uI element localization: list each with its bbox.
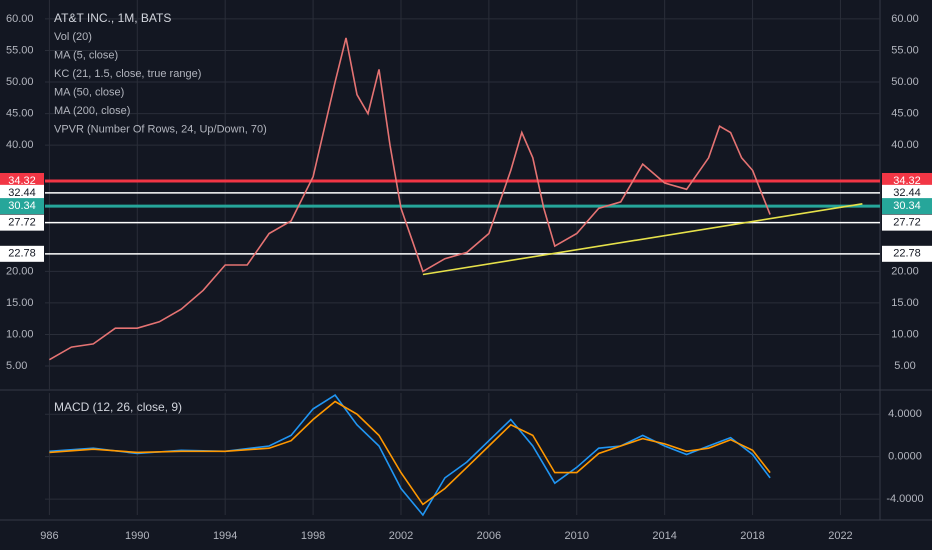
level-label: 34.32: [8, 175, 36, 187]
level-label-box: [882, 214, 932, 231]
x-tick-label: 1994: [213, 530, 237, 542]
x-tick-label: 1998: [301, 530, 325, 542]
level-label: 32.44: [8, 187, 36, 199]
level-label-box: [0, 245, 44, 262]
level-label: 30.34: [893, 200, 921, 212]
y-tick-label: 40.00: [891, 139, 919, 151]
level-label-box: [0, 198, 44, 215]
level-label: 32.44: [893, 187, 921, 199]
x-tick-label: 986: [40, 530, 58, 542]
level-label: 22.78: [893, 248, 921, 260]
y-tick-label-left: 60.00: [6, 13, 34, 25]
indicator-legend: VPVR (Number Of Rows, 24, Up/Down, 70): [54, 123, 267, 135]
y-tick-label: 45.00: [891, 107, 919, 119]
y-tick-label-left: 55.00: [6, 44, 34, 56]
y-tick-label: 50.00: [891, 76, 919, 88]
level-label: 34.32: [893, 175, 921, 187]
indicator-legend: MA (50, close): [54, 86, 124, 98]
level-label-box: [882, 245, 932, 262]
level-label: 30.34: [8, 200, 36, 212]
y-tick-label: 15.00: [891, 297, 919, 309]
x-tick-label: 2014: [652, 530, 676, 542]
y-tick-label-left: 40.00: [6, 139, 34, 151]
y-tick-label: -4.0000: [886, 493, 923, 505]
series-line: [49, 400, 771, 506]
level-label: 27.72: [8, 217, 36, 229]
y-tick-label-left: 50.00: [6, 76, 34, 88]
indicator-legend: MA (5, close): [54, 49, 118, 61]
y-tick-label: 10.00: [891, 328, 919, 340]
y-tick-label: 4.0000: [888, 408, 922, 420]
panel-title: MACD (12, 26, close, 9): [54, 400, 182, 414]
panel-title: AT&T INC., 1M, BATS: [54, 11, 171, 25]
x-tick-label: 2010: [565, 530, 589, 542]
x-tick-label: 1990: [125, 530, 149, 542]
y-tick-label-left: 45.00: [6, 107, 34, 119]
level-label-box: [882, 184, 932, 201]
series-line: [49, 394, 771, 517]
indicator-legend: Vol (20): [54, 31, 92, 43]
y-tick-label-left: 20.00: [6, 265, 34, 277]
level-label-box: [0, 184, 44, 201]
x-tick-label: 2006: [477, 530, 501, 542]
indicator-legend: KC (21, 1.5, close, true range): [54, 68, 201, 80]
y-tick-label: 55.00: [891, 44, 919, 56]
level-label: 27.72: [893, 217, 921, 229]
series-line: [422, 203, 863, 276]
y-tick-label: 20.00: [891, 265, 919, 277]
series-line: [49, 37, 771, 361]
level-label-box: [882, 198, 932, 215]
level-label-box: [0, 214, 44, 231]
y-tick-label: 5.00: [894, 360, 915, 372]
y-tick-label-left: 10.00: [6, 328, 34, 340]
y-tick-label-left: 5.00: [6, 360, 27, 372]
level-label: 22.78: [8, 248, 36, 260]
y-tick-label: 0.0000: [888, 451, 922, 463]
y-tick-label: 60.00: [891, 13, 919, 25]
x-tick-label: 2002: [389, 530, 413, 542]
y-tick-label-left: 15.00: [6, 297, 34, 309]
x-tick-label: 2022: [828, 530, 852, 542]
indicator-legend: MA (200, close): [54, 105, 130, 117]
x-tick-label: 2018: [740, 530, 764, 542]
